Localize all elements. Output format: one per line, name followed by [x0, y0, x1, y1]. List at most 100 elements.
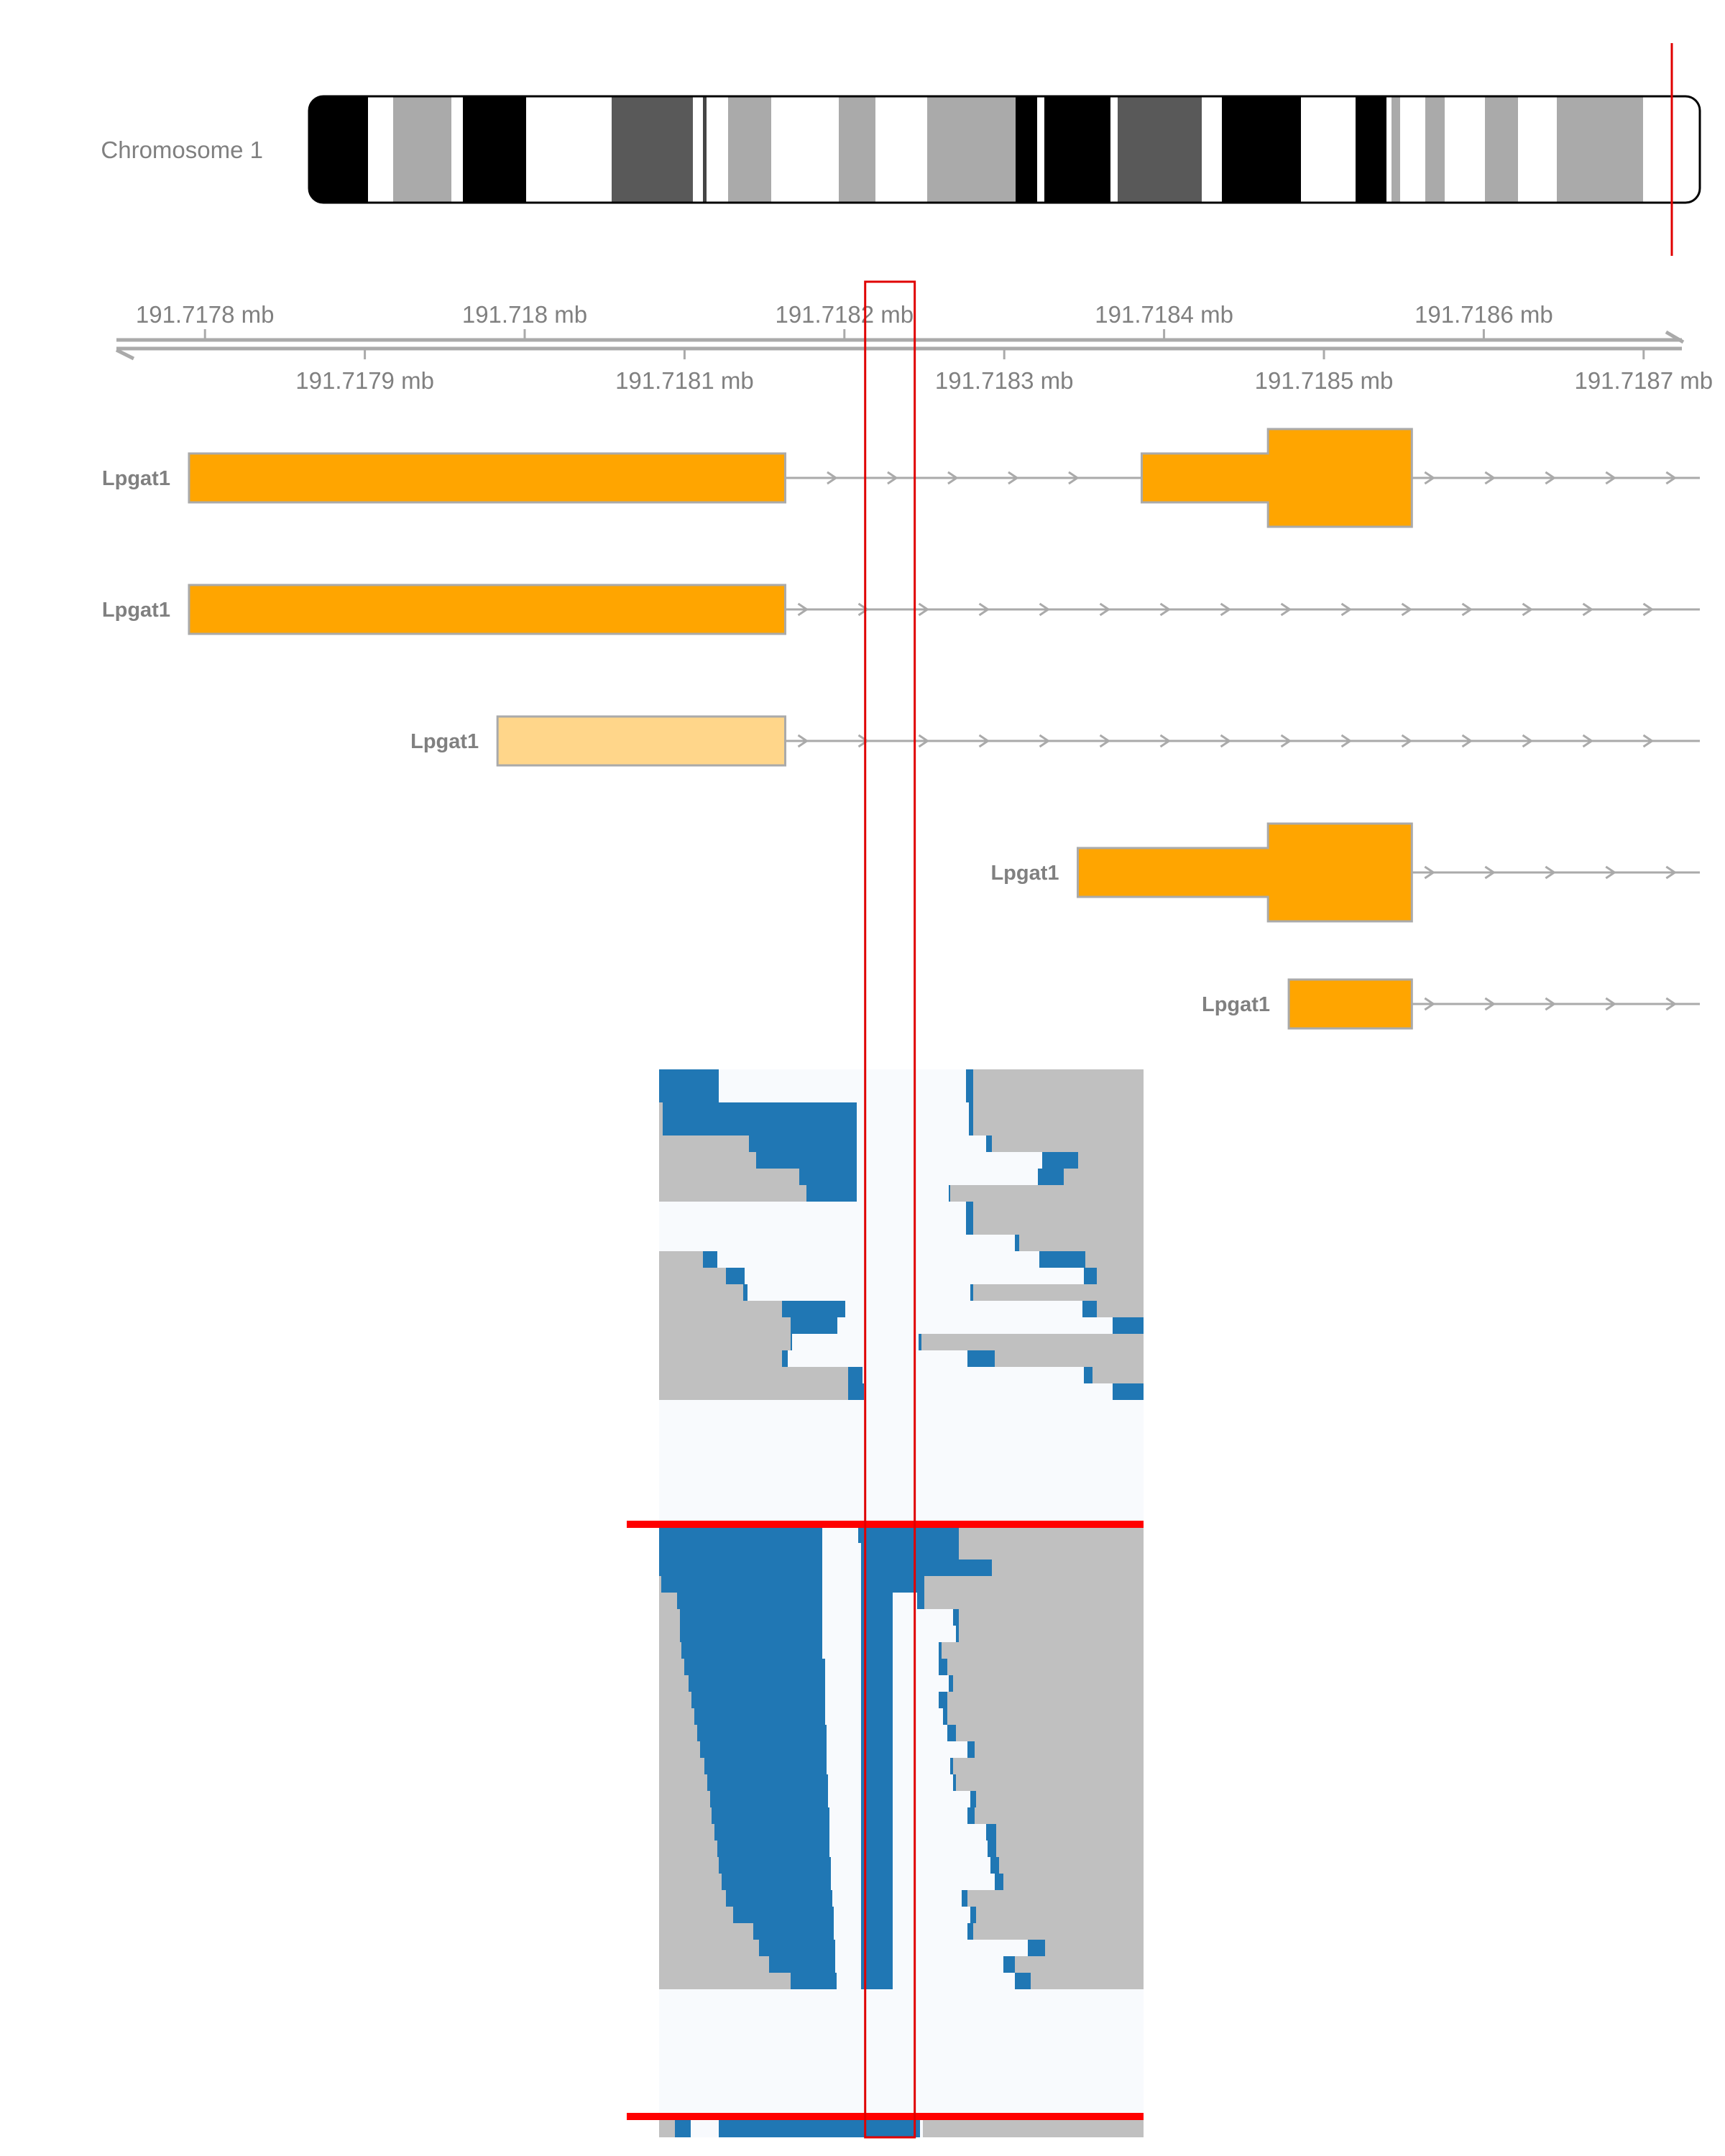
read-softclip	[939, 1659, 947, 1675]
exon	[1140, 428, 1413, 528]
transcript-lpgat1: Lpgat1	[1202, 978, 1700, 1030]
read-segment	[659, 1675, 689, 1692]
ideogram-bands	[309, 96, 1643, 203]
ideogram-track: Chromosome 1	[101, 43, 1701, 256]
read-softclip	[759, 1940, 835, 1956]
ideogram-band	[1016, 96, 1037, 203]
read-segment	[659, 1940, 759, 1956]
read-segment	[659, 1383, 848, 1400]
transcript-label: Lpgat1	[102, 467, 170, 490]
read-softclip	[861, 1973, 893, 1989]
read-softclip	[986, 1824, 996, 1841]
read-segment	[992, 1560, 1144, 1576]
read-softclip	[1084, 1268, 1097, 1284]
read-softclip	[861, 1560, 893, 1576]
read-softclip	[717, 1841, 829, 1857]
read-segment	[659, 1102, 663, 1119]
axis-tick-label-bottom: 191.7185 mb	[1255, 367, 1394, 394]
read-segment	[659, 1268, 726, 1284]
read-softclip	[962, 1890, 967, 1907]
ideogram-band	[393, 96, 451, 203]
read-segment	[973, 1119, 1144, 1135]
read-softclip	[861, 1857, 893, 1874]
read-softclip	[969, 1119, 973, 1135]
read-softclip	[939, 1692, 947, 1708]
read-softclip	[675, 2120, 691, 2137]
read-segment	[1019, 1235, 1144, 1251]
read-segment	[659, 2120, 675, 2137]
read-segment	[659, 1874, 722, 1890]
ideogram-band	[1445, 96, 1485, 203]
read-softclip	[966, 1069, 973, 1086]
axis-tick-label-bottom: 191.7183 mb	[935, 367, 1074, 394]
read-softclip	[689, 1675, 825, 1692]
read-segment	[967, 1890, 1144, 1907]
transcript-lpgat1: Lpgat1	[102, 428, 1700, 528]
highlight-region	[864, 280, 916, 2139]
read-softclip	[1042, 1152, 1078, 1169]
read-segment	[1003, 1874, 1144, 1890]
strand-direction-arrows	[1424, 865, 1678, 880]
read-segment	[659, 1350, 782, 1367]
read-softclip	[947, 1725, 956, 1741]
read-softclip	[861, 1774, 893, 1791]
read-softclip	[791, 1317, 837, 1334]
read-segment	[953, 1758, 1144, 1774]
read-segment	[659, 1725, 697, 1741]
read-softclip	[861, 1890, 893, 1907]
ideogram-band	[1356, 96, 1386, 203]
read-softclip	[782, 1350, 788, 1367]
read-softclip	[988, 1841, 996, 1857]
read-softclip	[1039, 1251, 1085, 1268]
read-softclip	[867, 1543, 959, 1560]
read-softclip	[722, 1874, 831, 1890]
read-softclip	[966, 1202, 973, 1218]
read-segment	[659, 1367, 848, 1383]
read-softclip	[953, 1609, 959, 1626]
read-softclip	[861, 1807, 893, 1824]
read-softclip	[861, 1708, 893, 1725]
read-segment	[659, 1284, 743, 1301]
read-segment	[921, 1334, 1144, 1350]
ideogram-band	[526, 96, 612, 203]
ideogram-band	[1557, 96, 1643, 203]
read-segment	[950, 1185, 1144, 1202]
read-segment	[659, 1642, 681, 1659]
read-softclip	[791, 1973, 837, 1989]
axis-tick-label-top: 191.718 mb	[462, 301, 587, 328]
read-softclip	[861, 1593, 893, 1609]
read-softclip	[704, 1758, 827, 1774]
ideogram-band	[1118, 96, 1202, 203]
ideogram-band	[1110, 96, 1118, 203]
read-softclip	[1003, 1956, 1015, 1973]
read-segment	[976, 1791, 1144, 1807]
read-softclip	[1015, 1973, 1031, 1989]
read-segment	[659, 1334, 791, 1350]
read-softclip	[967, 1923, 973, 1940]
strand-direction-arrows	[1424, 997, 1678, 1011]
transcript-lpgat1: Lpgat1	[410, 715, 1700, 767]
read-softclip	[726, 1890, 832, 1907]
read-segment	[659, 1807, 712, 1824]
read-softclip	[861, 1659, 893, 1675]
read-segment	[659, 1923, 753, 1940]
ideogram-band	[451, 96, 463, 203]
strand-direction-arrows	[827, 471, 1678, 485]
transcript-label: Lpgat1	[990, 862, 1059, 885]
read-softclip	[990, 1857, 999, 1874]
read-softclip	[943, 1708, 947, 1725]
read-softclip	[861, 1841, 893, 1857]
ideogram-band	[1485, 96, 1518, 203]
read-softclip	[861, 1741, 893, 1758]
read-softclip	[1113, 1383, 1144, 1400]
read-softclip	[861, 1576, 893, 1593]
read-softclip	[703, 1251, 717, 1268]
strand-direction-arrows	[797, 734, 1655, 748]
read-softclip	[861, 1642, 893, 1659]
read-segment	[659, 1973, 791, 1989]
read-softclip	[970, 1907, 976, 1923]
ideogram-band	[1386, 96, 1392, 203]
axis-tick-label-top: 191.7178 mb	[136, 301, 275, 328]
read-softclip	[886, 1560, 992, 1576]
